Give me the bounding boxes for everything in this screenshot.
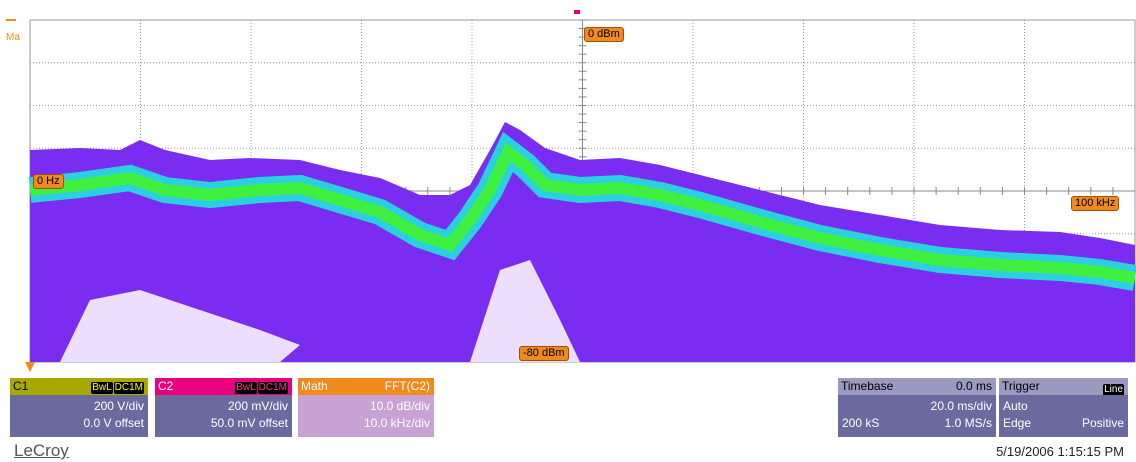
delay: 0.0 ms [956,378,992,395]
marker-label: -80 dBm [519,346,569,361]
math-panel[interactable]: Math FFT(C2) 10.0 dB/div 10.0 kHz/div [298,378,434,437]
timebase-panel[interactable]: Timebase 0.0 ms 20.0 ms/div 200 kS 1.0 MS/s [838,378,996,437]
offset: 0.0 V offset [84,416,145,430]
channel-name: C2 [158,379,173,393]
scope-screen: Ma 0 dBm 0 Hz 100 kHz -80 dBm C1 BwLDC1M … [0,0,1136,462]
marker-label: 0 dBm [584,27,624,42]
channel-marker [25,362,35,372]
rate: 1.0 MS/s [945,416,992,430]
scale: 200 mV/div [228,399,288,413]
scale: 20.0 ms/div [931,399,992,413]
label: Trigger [1002,379,1040,393]
marker-label: 0 Hz [33,174,64,189]
math-label: Ma [6,32,20,43]
channel-name: C1 [13,379,28,393]
trigger-marker [574,10,580,14]
display [0,0,1136,372]
scale: 10.0 dB/div [370,399,430,413]
tag: BwL [91,382,112,394]
span: 10.0 kHz/div [364,416,430,430]
tag: BwL [235,382,256,394]
math-name: Math [301,379,328,393]
slope: Positive [1082,416,1124,430]
math-function: FFT(C2) [385,378,430,395]
samples: 200 kS [842,416,879,430]
brand: LeCroy [14,441,69,461]
scale: 200 V/div [94,399,144,413]
marker-label: 100 kHz [1071,196,1119,211]
label: Timebase [841,379,893,393]
mode: Auto [1003,399,1028,413]
tag: DC1M [114,382,144,394]
offset: 50.0 mV offset [211,416,288,430]
page: {"display": {"math_label": "Ma", "marker… [0,0,1136,462]
tag: DC1M [258,382,288,394]
timestamp: 5/19/2006 1:15:15 PM [996,444,1124,459]
type: Edge [1003,416,1031,430]
